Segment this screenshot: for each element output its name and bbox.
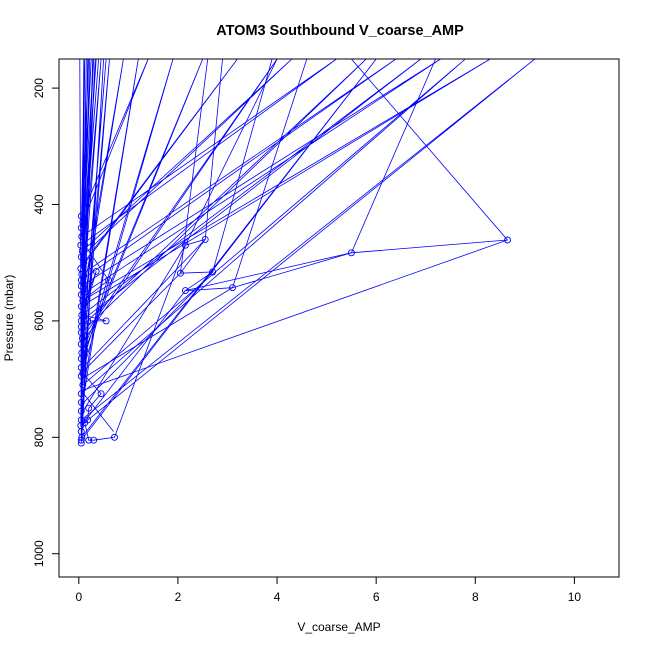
- data-point: [229, 284, 236, 292]
- x-axis-label: V_coarse_AMP: [297, 620, 380, 634]
- data-point: [85, 436, 93, 444]
- y-tick-label: 1000: [32, 540, 46, 567]
- data-point: [90, 436, 98, 444]
- data-point: [77, 407, 85, 415]
- data-point: [181, 241, 189, 249]
- data-point: [92, 267, 100, 275]
- y-tick-label: 200: [32, 78, 46, 98]
- series-path-1: [80, 59, 436, 426]
- data-point: [77, 282, 85, 290]
- data-point: [77, 398, 85, 406]
- series-path-2: [81, 59, 308, 380]
- x-tick-label: 6: [373, 590, 380, 604]
- data-point: [504, 236, 511, 244]
- data-point: [77, 436, 85, 444]
- data-point: [102, 317, 110, 325]
- data-point: [111, 433, 118, 441]
- data-point: [80, 311, 88, 319]
- data-point: [181, 287, 189, 295]
- series-path-6: [82, 59, 223, 368]
- data-point: [79, 369, 87, 377]
- data-point: [77, 224, 85, 232]
- data-point: [347, 249, 355, 257]
- data-point: [77, 355, 85, 363]
- plot-area: [77, 59, 536, 447]
- data-point: [201, 235, 209, 243]
- plot-frame: [58, 58, 620, 578]
- x-tick-label: 8: [472, 590, 479, 604]
- y-axis-label: Pressure (mbar): [2, 275, 16, 362]
- data-point: [81, 419, 89, 427]
- series-path-0: [80, 59, 509, 432]
- series-path-4: [81, 59, 209, 374]
- data-point: [77, 439, 85, 447]
- x-tick-label: 2: [175, 590, 182, 604]
- y-tick-label: 800: [32, 427, 46, 447]
- data-point: [77, 302, 85, 310]
- x-axis: 0 2 4 6 8 10: [75, 576, 582, 604]
- data-point: [79, 381, 87, 389]
- x-tick-label: 10: [568, 590, 582, 604]
- data-point: [80, 259, 88, 267]
- y-axis: 200 400 600 800 1000: [32, 78, 60, 567]
- data-point: [85, 404, 93, 412]
- data-point: [81, 241, 89, 249]
- data-point: [77, 253, 85, 261]
- series-line: [79, 59, 536, 444]
- series-path-5: [80, 59, 278, 415]
- data-point: [209, 268, 217, 276]
- data-point: [82, 294, 90, 302]
- data-point: [81, 346, 89, 354]
- data-point: [78, 233, 86, 240]
- x-tick-label: 0: [75, 590, 82, 604]
- y-tick-label: 600: [32, 311, 46, 331]
- data-point: [77, 390, 85, 398]
- series-path-3: [83, 59, 273, 403]
- y-tick-label: 400: [32, 194, 46, 214]
- data-point: [84, 317, 92, 325]
- data-point: [105, 276, 113, 284]
- data-point: [77, 340, 85, 348]
- data-point: [97, 390, 105, 398]
- chart-title: ATOM3 Southbound V_coarse_AMP: [216, 23, 464, 39]
- data-point: [176, 269, 184, 277]
- x-tick-label: 4: [274, 590, 281, 604]
